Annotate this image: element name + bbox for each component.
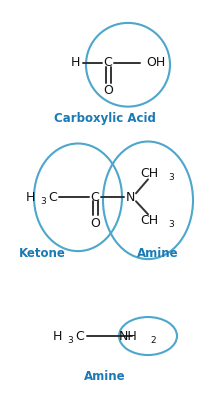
- Text: H: H: [53, 330, 62, 343]
- Text: CH: CH: [140, 167, 158, 180]
- Text: O: O: [90, 217, 100, 230]
- Text: 3: 3: [67, 336, 73, 345]
- Text: C: C: [104, 56, 112, 69]
- Text: Ketone: Ketone: [19, 247, 65, 259]
- Text: 3: 3: [168, 173, 174, 182]
- Text: 3: 3: [168, 220, 174, 229]
- Text: H: H: [26, 191, 35, 204]
- Text: 2: 2: [150, 336, 156, 345]
- Text: H: H: [70, 56, 80, 69]
- Text: Amine: Amine: [84, 369, 126, 382]
- Text: O: O: [103, 84, 113, 97]
- Text: OH: OH: [146, 56, 166, 69]
- Text: N: N: [125, 191, 135, 204]
- Text: C: C: [75, 330, 84, 343]
- Text: NH: NH: [119, 330, 138, 343]
- Text: CH: CH: [140, 214, 158, 227]
- Text: C: C: [48, 191, 57, 204]
- Text: 3: 3: [40, 197, 46, 206]
- Text: Carboxylic Acid: Carboxylic Acid: [54, 112, 156, 125]
- Text: C: C: [91, 191, 99, 204]
- Text: Amine: Amine: [137, 247, 179, 259]
